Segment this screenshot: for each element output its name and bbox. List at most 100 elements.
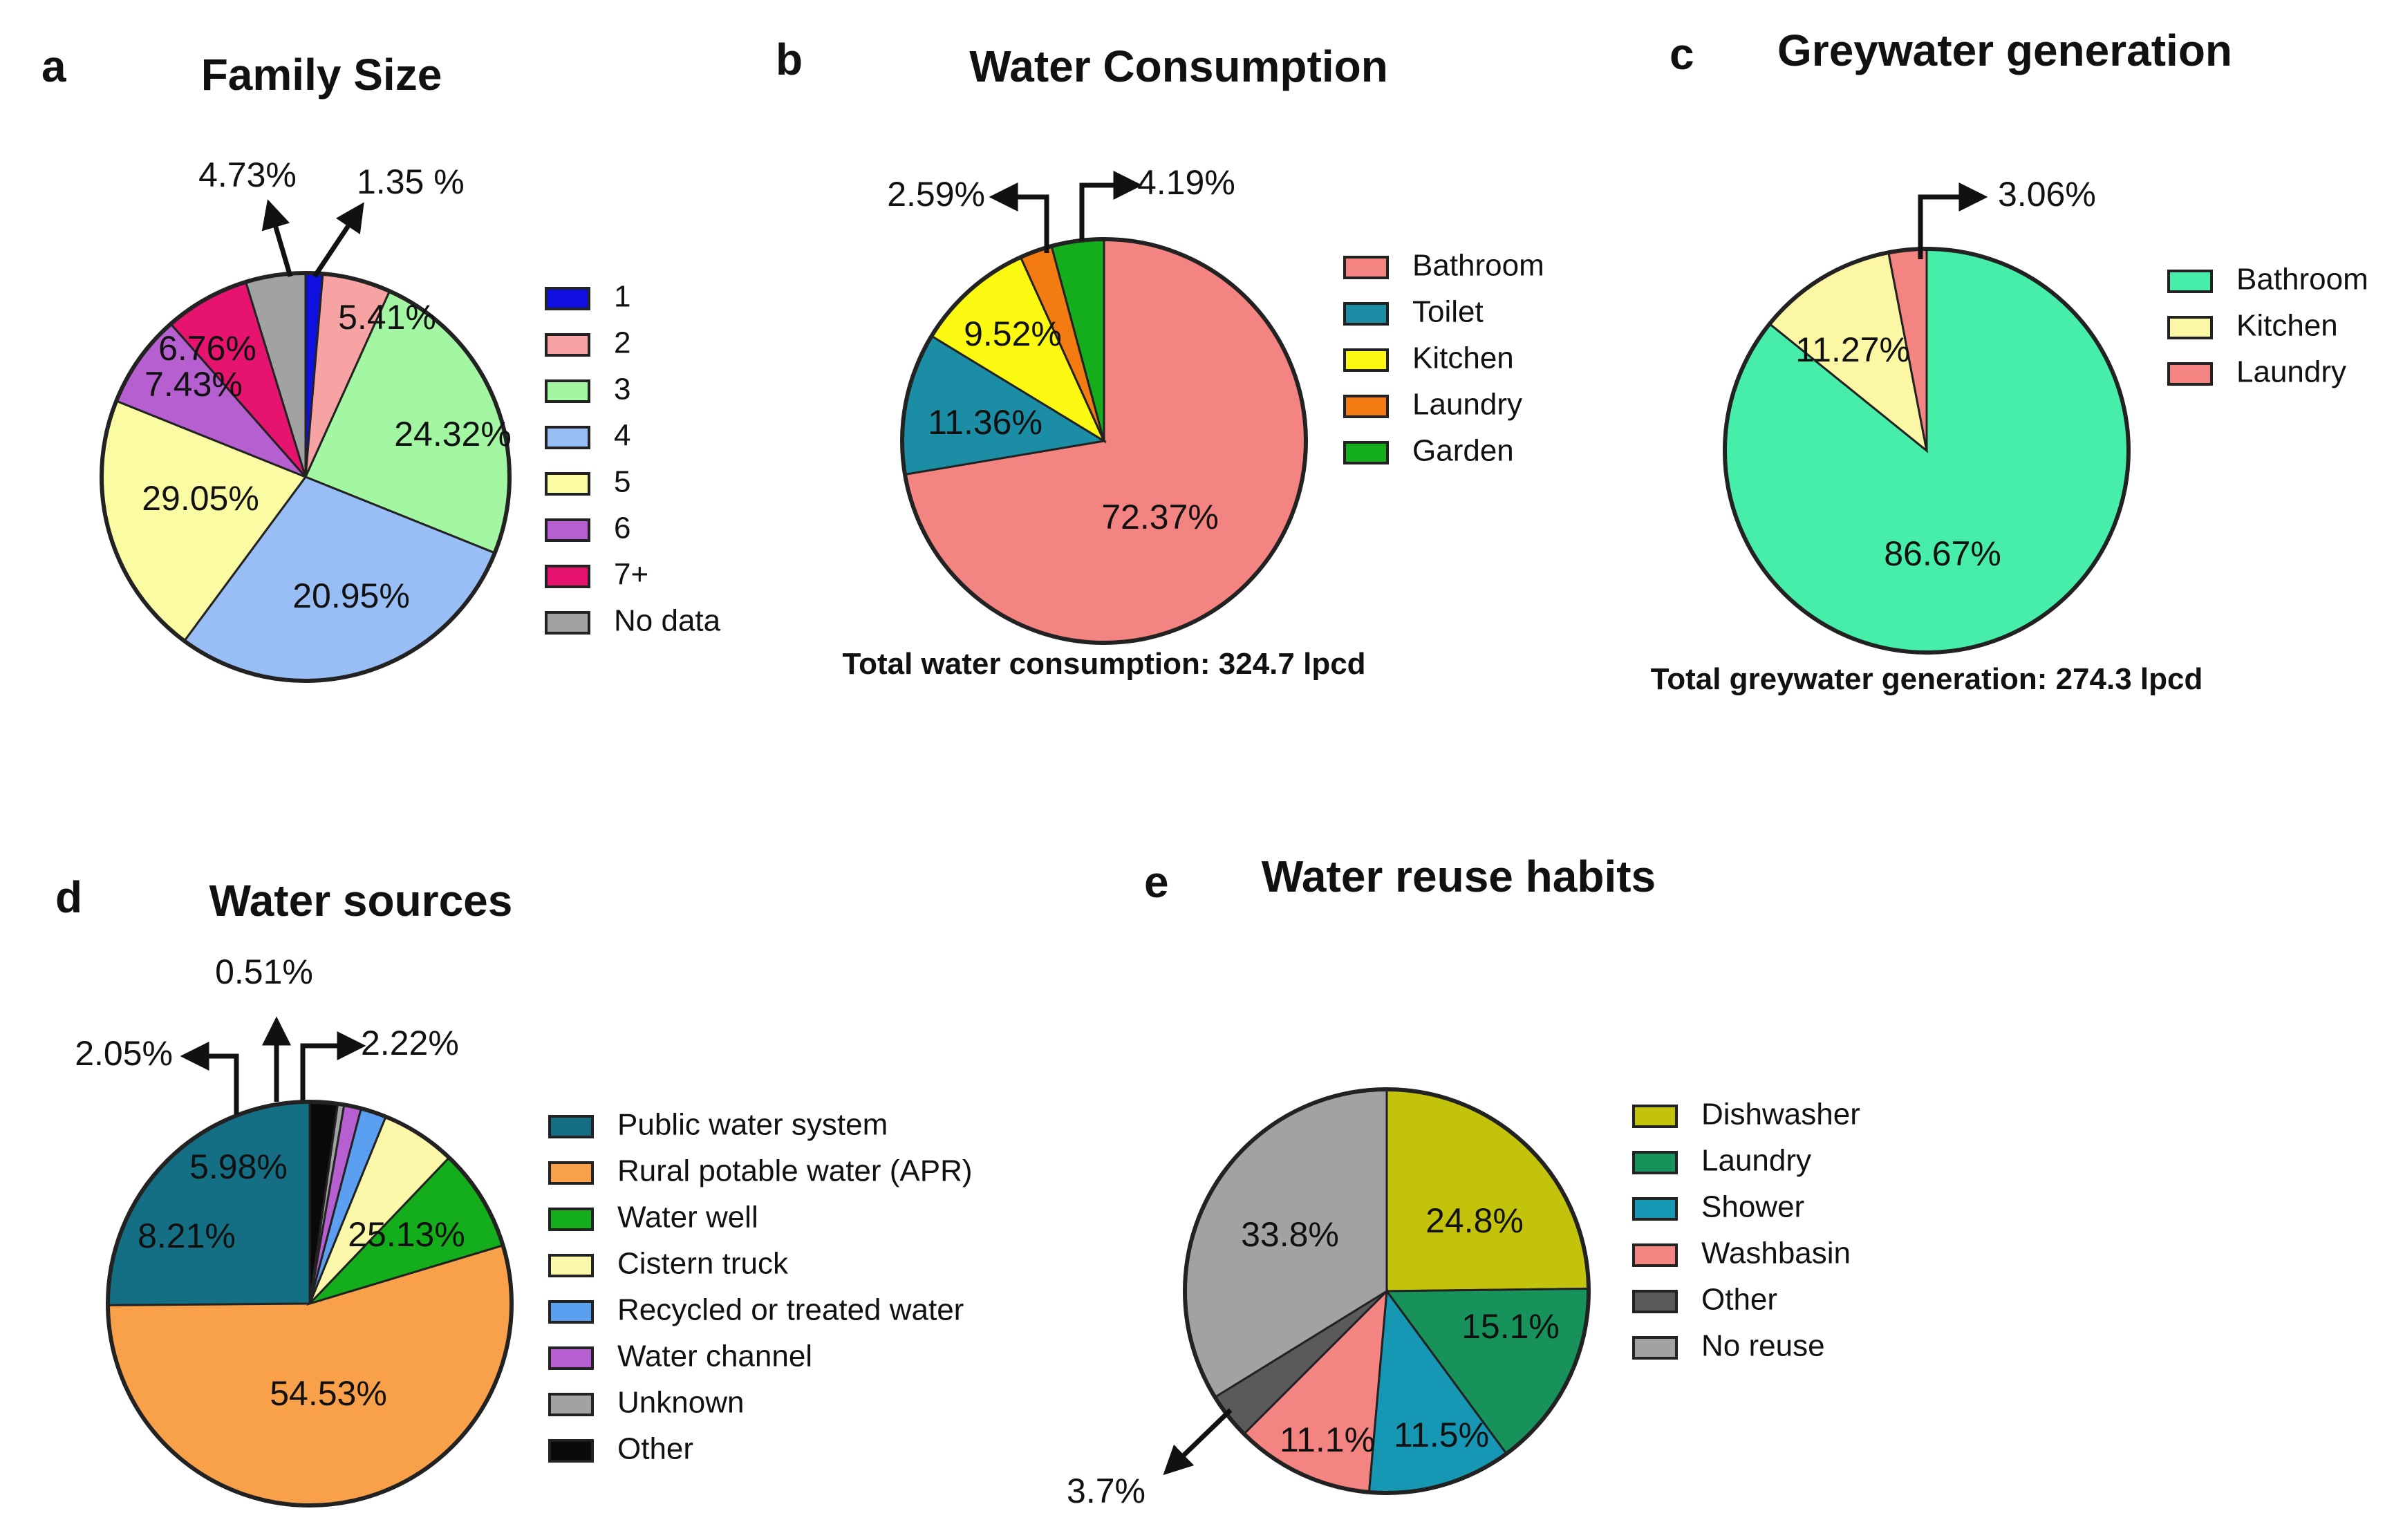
legend-swatch-1 [545,287,590,310]
callout-arrow-garden [1079,171,1143,241]
legend-label-unknown: Unknown [617,1386,744,1420]
legend-swatch-garden [1343,441,1389,464]
callout-arrow-other [1163,1408,1233,1476]
legend-label-kitchen: Kitchen [1412,341,1514,375]
pie-outline [1183,1087,1591,1495]
pie-outline [1723,247,2131,655]
data-label-dishwasher: 24.8% [1425,1201,1524,1240]
legend-swatch-water-well [548,1208,594,1231]
legend-swatch-dishwasher [1632,1105,1678,1128]
legend-label-washbasin: Washbasin [1701,1237,1851,1270]
legend: 1 2 3 4 5 6 7+ No data [545,280,721,638]
data-label-5: 20.95% [292,576,410,615]
legend-swatch-toilet [1343,302,1389,326]
callout-label-unknown: 0.51% [215,952,313,991]
data-label-washbasin: 11.1% [1280,1420,1375,1459]
panel-b: b Water Consumption 72.37% 11.36% 9.52% 2.59%… [776,35,1544,681]
data-label-toilet: 11.36% [928,403,1042,442]
callout-arrow-1 [312,202,364,278]
data-label-laundry: 15.1% [1461,1307,1560,1346]
legend-swatch-laundry [1343,395,1389,418]
data-label-no-reuse: 33.8% [1241,1215,1339,1254]
legend-label-cistern-truck: Cistern truck [617,1247,789,1281]
legend-label-3: 3 [614,373,630,406]
legend-label-6: 6 [614,511,630,545]
data-label-3: 24.32% [394,415,512,453]
legend: Dishwasher Laundry Shower Washbasin Other No … [1632,1098,1860,1363]
panel-d: d Water sources 25.13% 54.53% 8.21% 5.98% 2.05… [55,872,973,1508]
legend-swatch-cistern-truck [548,1254,594,1277]
legend-label-other: Other [617,1432,693,1466]
data-label-2: 5.41% [338,298,436,337]
legend-label-bathroom: Bathroom [1412,249,1544,283]
data-label-bathroom: 86.67% [1884,534,2001,573]
legend-label-kitchen: Kitchen [2236,309,2338,343]
callout-arrow-recycled-or-treated-water [180,1042,239,1114]
legend-label-public-water-system: Public water system [617,1108,888,1142]
data-label-6: 7.43% [144,365,243,404]
legend-swatch-shower [1632,1197,1678,1221]
legend-label-toilet: Toilet [1412,295,1484,329]
callout-label-laundry: 2.59% [887,175,985,214]
panel-letter: b [776,35,803,84]
panel-letter: c [1670,29,1694,79]
panel-c: c Greywater generation 86.67% 11.27% 3.06% Ba… [1651,26,2368,696]
legend-label-recycled-or-treated-water: Recycled or treated water [617,1293,964,1327]
chart-title: Water Consumption [969,41,1388,91]
legend-label-4: 4 [614,419,630,453]
legend-swatch-3 [545,379,590,403]
panel-letter: d [55,872,82,922]
pie-outline [900,237,1308,645]
legend-label-water-well: Water well [617,1201,758,1234]
callout-label-other: 2.22% [361,1024,459,1062]
chart-title: Greywater generation [1777,26,2232,75]
legend-swatch-laundry [2167,362,2213,386]
data-label-cistern-truck: 5.98% [189,1147,288,1186]
legend-label-laundry: Laundry [1701,1144,1811,1178]
data-label-kitchen: 11.27% [1795,330,1910,369]
legend: Bathroom Toilet Kitchen Laundry Garden [1343,249,1544,468]
chart-title: Water sources [209,876,513,926]
legend-label-no-data: No data [614,604,721,638]
data-label-water-well: 8.21% [138,1217,236,1255]
legend-label-2: 2 [614,326,630,360]
callout-label-1: 1.35 % [357,162,465,201]
pie-slice-public-water-system [106,1100,311,1306]
pie-outline [100,271,512,683]
legend-label-no-reuse: No reuse [1701,1329,1825,1363]
data-label-public-water-system: 25.13% [348,1215,465,1254]
legend-swatch-2 [545,333,590,357]
legend-swatch-washbasin [1632,1243,1678,1267]
callout-label-laundry: 3.06% [1998,175,2096,214]
callout-arrow-laundry [989,182,1049,253]
legend-label-5: 5 [614,465,630,499]
legend-swatch-rural-potable-water-apr [548,1161,594,1185]
legend-label-7: 7+ [614,558,648,592]
legend-label-laundry: Laundry [2236,355,2346,389]
legend-label-garden: Garden [1412,434,1514,468]
chart-title: Family Size [201,50,442,100]
legend-label-shower: Shower [1701,1190,1804,1224]
total-caption: Total water consumption: 324.7 lpcd [842,647,1365,681]
legend-label-bathroom: Bathroom [2236,263,2368,297]
panel-letter: e [1144,857,1169,907]
legend-label-other: Other [1701,1283,1777,1317]
data-label-shower: 11.5% [1394,1416,1489,1454]
legend-swatch-laundry [1632,1151,1678,1174]
legend-swatch-kitchen [1343,348,1389,372]
legend-swatch-water-channel [548,1346,594,1370]
data-label-bathroom: 72.37% [1101,498,1219,536]
callout-arrow-no-data [261,199,293,277]
callout-arrow-other [300,1031,366,1100]
legend-swatch-unknown [548,1393,594,1416]
legend-swatch-bathroom [1343,256,1389,279]
callout-label-garden: 4.19% [1137,163,1235,202]
legend-swatch-public-water-system [548,1115,594,1138]
legend-swatch-no-data [545,611,590,635]
callout-label-other: 3.7% [1067,1472,1145,1510]
data-label-kitchen: 9.52% [964,314,1062,353]
pie-slice-dishwasher [1385,1088,1590,1293]
legend-label-water-channel: Water channel [617,1340,812,1373]
legend-swatch-4 [545,426,590,449]
